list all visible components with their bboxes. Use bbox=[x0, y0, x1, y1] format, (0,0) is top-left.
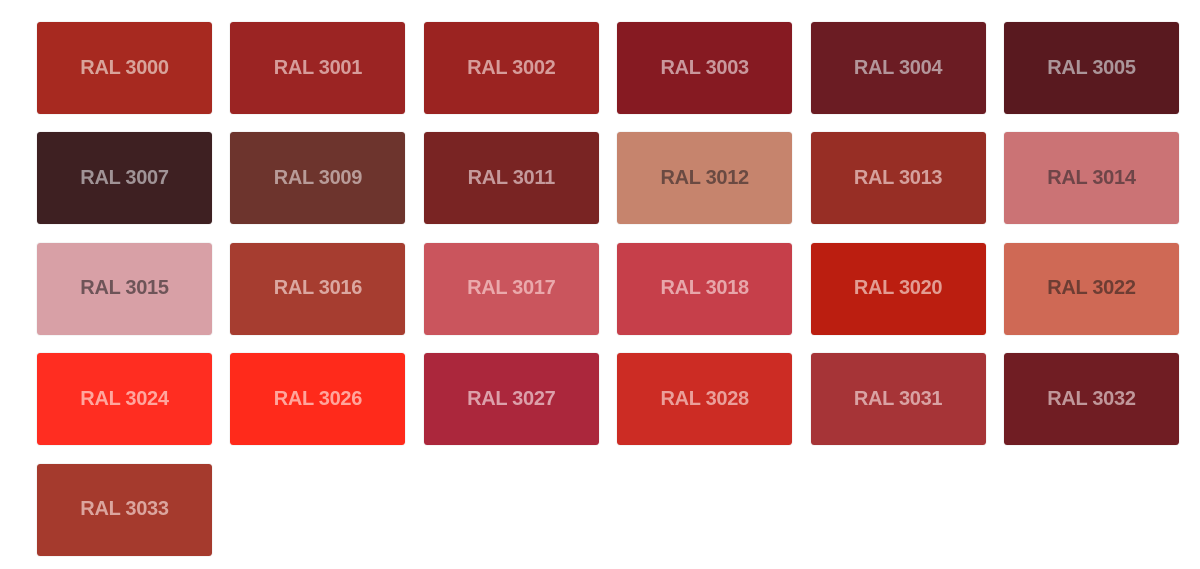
color-swatch[interactable]: RAL 3011 bbox=[423, 132, 599, 225]
color-swatch[interactable]: RAL 3031 bbox=[810, 353, 986, 446]
color-swatch[interactable]: RAL 3012 bbox=[617, 132, 793, 225]
swatch-label: RAL 3033 bbox=[80, 498, 169, 521]
color-swatch[interactable]: RAL 3033 bbox=[37, 463, 212, 556]
color-swatch[interactable]: RAL 3017 bbox=[423, 242, 599, 335]
swatch-label: RAL 3007 bbox=[80, 166, 169, 189]
swatch-label: RAL 3016 bbox=[273, 277, 363, 300]
swatch-label: RAL 3017 bbox=[467, 277, 556, 300]
swatch-label: RAL 3015 bbox=[80, 277, 169, 300]
swatch-label: RAL 3012 bbox=[660, 166, 749, 189]
color-swatch[interactable]: RAL 3027 bbox=[423, 353, 599, 446]
swatch-label: RAL 3009 bbox=[273, 166, 363, 189]
color-swatch[interactable]: RAL 3013 bbox=[810, 132, 986, 225]
color-swatch[interactable]: RAL 3009 bbox=[230, 132, 406, 225]
swatch-label: RAL 3024 bbox=[80, 387, 169, 410]
color-swatch[interactable]: RAL 3003 bbox=[617, 22, 793, 114]
color-swatch[interactable]: RAL 3014 bbox=[1003, 132, 1179, 225]
color-swatch[interactable]: RAL 3032 bbox=[1003, 353, 1179, 446]
color-swatch[interactable]: RAL 3018 bbox=[617, 242, 793, 335]
color-swatch[interactable]: RAL 3002 bbox=[423, 22, 599, 114]
swatch-label: RAL 3014 bbox=[1047, 166, 1136, 189]
swatch-label: RAL 3028 bbox=[660, 387, 749, 410]
swatch-label: RAL 3003 bbox=[660, 56, 749, 79]
swatch-label: RAL 3032 bbox=[1047, 387, 1136, 410]
swatch-label: RAL 3002 bbox=[467, 56, 556, 79]
color-swatch[interactable]: RAL 3007 bbox=[37, 132, 212, 225]
color-swatch[interactable]: RAL 3005 bbox=[1003, 22, 1179, 114]
color-swatch[interactable]: RAL 3000 bbox=[37, 22, 212, 114]
swatch-label: RAL 3020 bbox=[853, 277, 943, 300]
swatch-label: RAL 3018 bbox=[660, 277, 749, 300]
color-swatch[interactable]: RAL 3004 bbox=[810, 22, 986, 114]
swatch-label: RAL 3001 bbox=[273, 56, 363, 79]
swatch-label: RAL 3000 bbox=[80, 56, 169, 79]
color-swatch[interactable]: RAL 3026 bbox=[230, 353, 406, 446]
swatch-label: RAL 3027 bbox=[467, 387, 556, 410]
swatch-label: RAL 3013 bbox=[853, 166, 943, 189]
swatch-label: RAL 3011 bbox=[467, 166, 556, 189]
ral-color-grid: RAL 3000 RAL 3001 RAL 3002 RAL 3003 RAL 3004… bbox=[37, 22, 1179, 556]
swatch-label: RAL 3026 bbox=[273, 387, 363, 410]
color-swatch[interactable]: RAL 3022 bbox=[1003, 242, 1179, 335]
swatch-label: RAL 3004 bbox=[853, 56, 943, 79]
swatch-label: RAL 3031 bbox=[853, 387, 943, 410]
color-swatch[interactable]: RAL 3024 bbox=[37, 353, 212, 446]
swatch-label: RAL 3005 bbox=[1047, 56, 1136, 79]
color-swatch[interactable]: RAL 3016 bbox=[230, 242, 406, 335]
swatch-label: RAL 3022 bbox=[1047, 277, 1136, 300]
color-swatch[interactable]: RAL 3001 bbox=[230, 22, 406, 114]
color-swatch[interactable]: RAL 3015 bbox=[37, 242, 212, 335]
color-swatch[interactable]: RAL 3028 bbox=[617, 353, 793, 446]
color-swatch[interactable]: RAL 3020 bbox=[810, 242, 986, 335]
